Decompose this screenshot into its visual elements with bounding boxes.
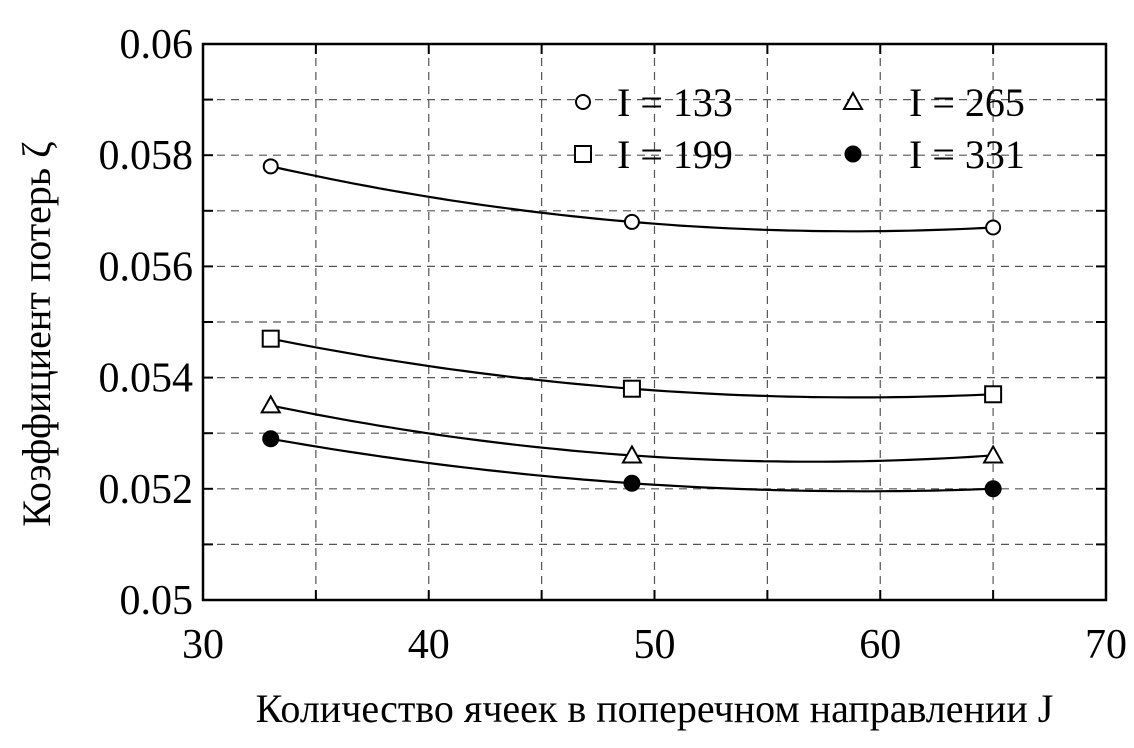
legend: I = 133 I = 199 I = 265 I = 331 bbox=[574, 80, 1025, 177]
legend-label: I = 199 bbox=[617, 132, 733, 177]
x-tick-label: 30 bbox=[182, 622, 224, 668]
legend-marker bbox=[842, 90, 864, 110]
y-tick-label: 0.052 bbox=[99, 467, 194, 513]
data-point bbox=[985, 219, 1002, 236]
data-point bbox=[623, 213, 640, 230]
legend-item: I = 199 bbox=[574, 132, 733, 177]
data-point bbox=[262, 430, 280, 448]
x-tick-label: 40 bbox=[408, 622, 450, 668]
data-point bbox=[622, 379, 641, 398]
data-markers bbox=[260, 158, 1004, 498]
legend-item: I = 133 bbox=[575, 80, 733, 125]
data-point bbox=[262, 158, 279, 175]
y-tick-label: 0.06 bbox=[120, 22, 194, 68]
legend-item: I = 331 bbox=[844, 132, 1025, 177]
data-point bbox=[621, 444, 643, 464]
axis-ticks: 30 40 50 60 70 0.05 0.052 0.054 0.056 0.058 0.06 bbox=[99, 22, 1128, 668]
data-point bbox=[982, 444, 1004, 464]
legend-item: I = 265 bbox=[842, 80, 1025, 125]
data-point bbox=[260, 394, 282, 414]
x-tick-label: 50 bbox=[634, 622, 676, 668]
legend-label: I = 133 bbox=[617, 80, 733, 125]
x-tick-label: 70 bbox=[1085, 622, 1127, 668]
y-tick-label: 0.054 bbox=[99, 356, 194, 402]
y-tick-label: 0.05 bbox=[120, 578, 194, 624]
legend-label: I = 331 bbox=[909, 132, 1025, 177]
legend-marker bbox=[574, 145, 592, 163]
y-tick-label: 0.056 bbox=[99, 244, 194, 290]
legend-label: I = 265 bbox=[909, 80, 1025, 125]
x-axis-title: Количество ячеек в поперечном направлени… bbox=[256, 686, 1054, 731]
x-tick-label: 60 bbox=[859, 622, 901, 668]
legend-marker bbox=[575, 94, 591, 110]
data-point bbox=[984, 385, 1003, 404]
legend-marker bbox=[844, 145, 862, 163]
grid bbox=[203, 44, 1106, 600]
y-tick-label: 0.058 bbox=[99, 133, 194, 179]
y-axis-title: Коэффициент потерь ζ bbox=[14, 141, 59, 527]
data-point bbox=[984, 480, 1002, 498]
data-point bbox=[623, 474, 641, 492]
data-point bbox=[261, 329, 280, 348]
